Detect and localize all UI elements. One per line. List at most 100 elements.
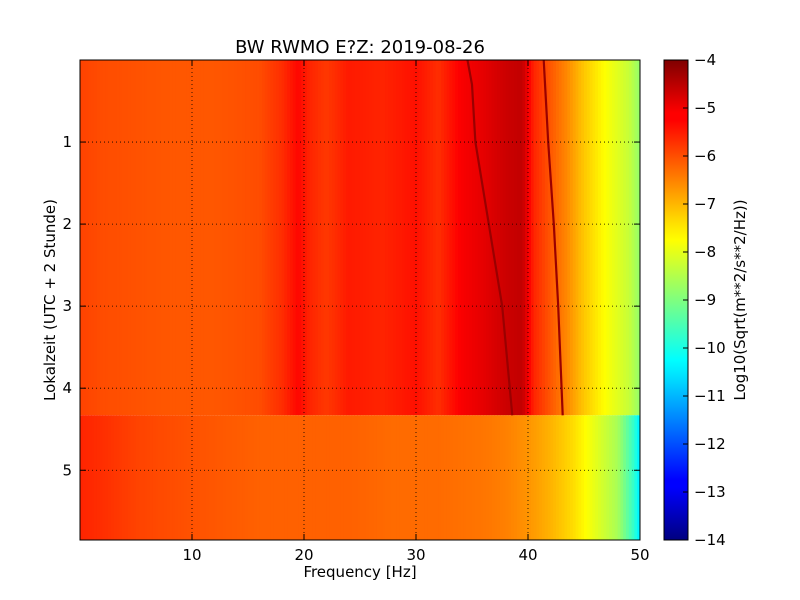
heatmap-cell xyxy=(508,60,512,416)
heatmap-cell xyxy=(544,415,549,540)
heatmap-cell xyxy=(256,60,260,416)
y-axis-label: Lokalzeit (UTC + 2 Stunde) xyxy=(41,199,59,401)
heatmap-cell xyxy=(88,60,92,416)
heatmap-cell xyxy=(379,415,383,540)
heatmap-cell xyxy=(388,60,392,416)
heatmap-cell xyxy=(413,415,417,540)
heatmap-cell xyxy=(99,415,103,540)
heatmap-cell xyxy=(486,415,490,540)
heatmap-cell xyxy=(455,415,459,540)
heatmap-cell xyxy=(264,415,269,540)
heatmap-cell xyxy=(441,415,445,540)
heatmap-cell xyxy=(186,60,190,416)
heatmap-cell xyxy=(542,415,546,540)
heatmap-cell xyxy=(130,60,134,416)
heatmap-cell xyxy=(334,415,339,540)
heatmap-cell xyxy=(360,60,364,416)
heatmap-cell xyxy=(416,60,420,416)
heatmap-cell xyxy=(85,60,89,416)
heatmap-cell xyxy=(600,415,605,540)
heatmap-cell xyxy=(474,415,479,540)
heatmap-cell xyxy=(536,415,540,540)
x-tick-label: 30 xyxy=(406,546,425,564)
heatmap-cell xyxy=(567,415,571,540)
heatmap-cell xyxy=(550,415,554,540)
heatmap-cell xyxy=(332,415,336,540)
heatmap-cell xyxy=(357,60,361,416)
heatmap-cell xyxy=(637,60,640,416)
heatmap-cell xyxy=(505,415,509,540)
heatmap-cell xyxy=(150,60,154,416)
heatmap-cell xyxy=(102,60,106,416)
heatmap-cell xyxy=(217,415,221,540)
heatmap-cell xyxy=(267,60,271,416)
heatmap-cell xyxy=(309,415,313,540)
heatmap-cell xyxy=(572,60,577,416)
heatmap-cell xyxy=(491,60,495,416)
heatmap-cell xyxy=(102,415,106,540)
heatmap-cell xyxy=(430,415,434,540)
heatmap-cell xyxy=(612,415,616,540)
heatmap-cell xyxy=(301,60,305,416)
heatmap-cell xyxy=(547,415,551,540)
heatmap-cell xyxy=(287,415,291,540)
heatmap-cell xyxy=(197,60,201,416)
heatmap-cell xyxy=(424,415,428,540)
heatmap-cell xyxy=(530,60,535,416)
heatmap-cell xyxy=(329,415,333,540)
heatmap-cell xyxy=(228,60,232,416)
heatmap-cell xyxy=(253,415,257,540)
heatmap-cell xyxy=(346,415,350,540)
heatmap-cell xyxy=(469,415,473,540)
heatmap-cell xyxy=(348,415,353,540)
heatmap-cell xyxy=(200,60,204,416)
heatmap-cell xyxy=(446,415,451,540)
heatmap-cell xyxy=(435,60,439,416)
heatmap-cell xyxy=(393,415,397,540)
heatmap-cell xyxy=(528,60,532,416)
heatmap-cell xyxy=(110,60,115,416)
heatmap-cell xyxy=(116,415,120,540)
heatmap-cell xyxy=(483,60,487,416)
heatmap-cell xyxy=(172,415,176,540)
x-axis-ticks: 10 20 30 40 50 xyxy=(182,60,650,564)
heatmap-cell xyxy=(259,60,263,416)
heatmap-cell xyxy=(108,415,112,540)
drifting-line xyxy=(542,60,564,416)
heatmap-cell xyxy=(208,60,213,416)
heatmap-cell xyxy=(351,60,355,416)
heatmap-cell xyxy=(155,60,159,416)
heatmap-cell xyxy=(323,60,327,416)
heatmap-cell xyxy=(194,415,199,540)
colorbar-tick-label: −5 xyxy=(694,99,716,117)
heatmap-region-after-change xyxy=(80,415,640,540)
heatmap-cell xyxy=(362,415,367,540)
x-tick-label: 40 xyxy=(518,546,537,564)
heatmap-cell xyxy=(609,415,613,540)
heatmap-cell xyxy=(385,60,389,416)
heatmap-cell xyxy=(410,60,414,416)
drifting-spectral-lines xyxy=(466,60,564,416)
y-tick-label: 5 xyxy=(62,461,72,479)
heatmap-cell xyxy=(628,415,633,540)
heatmap-cell xyxy=(334,60,339,416)
heatmap-cell xyxy=(197,415,201,540)
heatmap-cell xyxy=(623,415,627,540)
heatmap-cell xyxy=(292,60,297,416)
heatmap-cell xyxy=(281,60,285,416)
heatmap-cell xyxy=(584,60,588,416)
heatmap-cell xyxy=(390,415,395,540)
heatmap-cell xyxy=(533,60,537,416)
heatmap-cell xyxy=(320,60,325,416)
heatmap-cell xyxy=(222,415,227,540)
drifting-line xyxy=(466,60,514,416)
heatmap-cell xyxy=(458,60,462,416)
heatmap-cell xyxy=(522,415,526,540)
heatmap-cell xyxy=(357,415,361,540)
y-axis-ticks: 1 2 3 4 5 xyxy=(62,133,640,479)
heatmap-cell xyxy=(127,60,131,416)
heatmap-cell xyxy=(514,415,518,540)
heatmap-cell xyxy=(511,415,515,540)
heatmap-cell xyxy=(444,60,448,416)
heatmap-cell xyxy=(326,60,330,416)
